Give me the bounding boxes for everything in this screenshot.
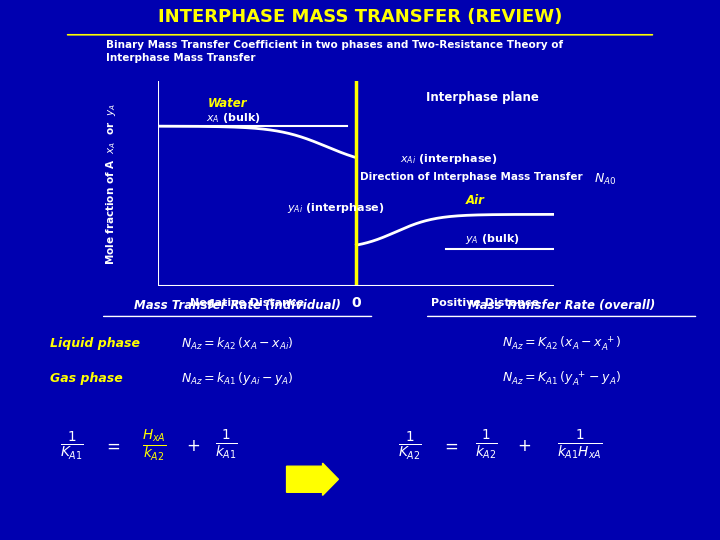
Text: INTERPHASE MASS TRANSFER (REVIEW): INTERPHASE MASS TRANSFER (REVIEW) — [158, 8, 562, 26]
Text: Water: Water — [208, 97, 248, 110]
Text: Mole fraction of A  $x_A$  or  $y_A$: Mole fraction of A $x_A$ or $y_A$ — [104, 103, 118, 265]
Text: Direction of Interphase Mass Transfer: Direction of Interphase Mass Transfer — [360, 172, 583, 183]
Text: $N_{Az} = K_{A2}\,(x_A - x_A^{\ +})$: $N_{Az} = K_{A2}\,(x_A - x_A^{\ +})$ — [502, 334, 621, 353]
Text: 0: 0 — [351, 295, 361, 309]
Text: Mass Transfer Rate (overall): Mass Transfer Rate (overall) — [468, 299, 655, 312]
Text: $+$: $+$ — [186, 437, 200, 455]
Text: Negative Distance: Negative Distance — [190, 298, 305, 308]
Text: $\frac{1}{k_{A1}}$: $\frac{1}{k_{A1}}$ — [215, 429, 238, 462]
Text: Air: Air — [466, 193, 485, 206]
Text: $=$: $=$ — [441, 437, 459, 455]
Text: $x_A$ (bulk): $x_A$ (bulk) — [207, 111, 261, 125]
Text: Positive Distance: Positive Distance — [431, 298, 539, 308]
Text: $N_{A0}$: $N_{A0}$ — [594, 172, 616, 187]
Text: $y_{Ai}$ (interphase): $y_{Ai}$ (interphase) — [287, 201, 384, 215]
Text: $x_{Ai}$ (interphase): $x_{Ai}$ (interphase) — [400, 152, 498, 166]
Text: $N_{Az} = k_{A1}\,(y_{Ai} - y_A)$: $N_{Az} = k_{A1}\,(y_{Ai} - y_A)$ — [181, 370, 294, 387]
Text: Binary Mass Transfer Coefficient in two phases and Two-Resistance Theory of
Inte: Binary Mass Transfer Coefficient in two … — [106, 40, 563, 63]
Text: $\frac{1}{k_{A2}}$: $\frac{1}{k_{A2}}$ — [474, 429, 498, 462]
Text: $\frac{1}{K_{A1}}$: $\frac{1}{K_{A1}}$ — [60, 429, 84, 462]
Text: Mass Transfer Rate (individual): Mass Transfer Rate (individual) — [134, 299, 341, 312]
Text: $y_A$ (bulk): $y_A$ (bulk) — [465, 232, 520, 246]
Text: $\frac{H_{xA}}{k_{A2}}$: $\frac{H_{xA}}{k_{A2}}$ — [143, 428, 167, 463]
Text: Gas phase: Gas phase — [50, 372, 123, 385]
Text: $\frac{1}{k_{A1}H_{xA}}$: $\frac{1}{k_{A1}H_{xA}}$ — [557, 429, 603, 462]
Text: $=$: $=$ — [103, 437, 120, 455]
Text: Liquid phase: Liquid phase — [50, 338, 140, 350]
Text: $+$: $+$ — [517, 437, 531, 455]
FancyArrow shape — [287, 463, 338, 495]
Text: $N_{Az} = K_{A1}\,(y_A^{\ +} - y_A)$: $N_{Az} = K_{A1}\,(y_A^{\ +} - y_A)$ — [502, 369, 621, 388]
Text: $\frac{1}{K_{A2}}$: $\frac{1}{K_{A2}}$ — [398, 429, 423, 462]
Text: Interphase plane: Interphase plane — [426, 91, 539, 104]
Text: $N_{Az} = k_{A2}\,(x_A - x_{Ai})$: $N_{Az} = k_{A2}\,(x_A - x_{Ai})$ — [181, 336, 294, 352]
